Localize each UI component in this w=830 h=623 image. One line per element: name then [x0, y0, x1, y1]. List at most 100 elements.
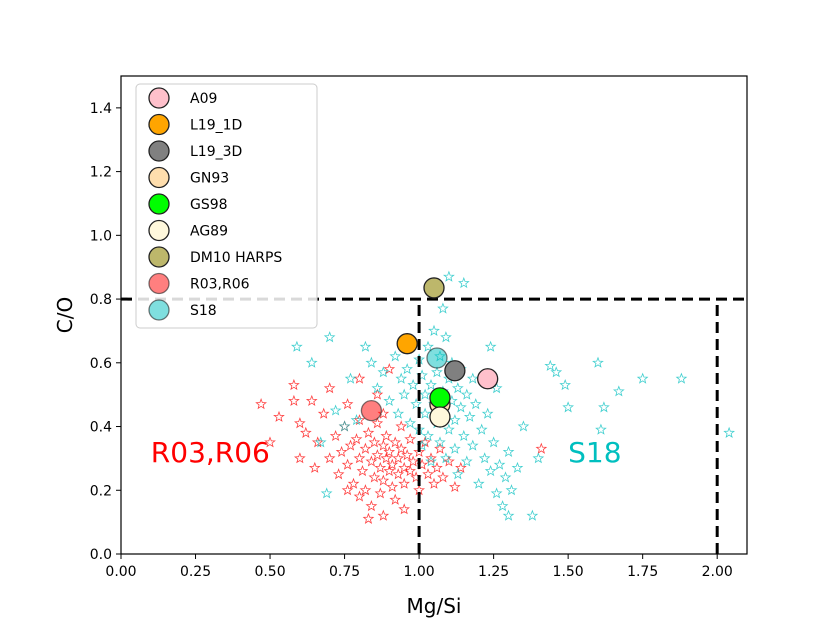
s18-stars-point	[460, 455, 473, 467]
s18-stars-point	[463, 410, 476, 422]
r03-r06-stars-point	[368, 436, 381, 448]
s18-stars-point	[434, 436, 446, 448]
s18-stars-point	[425, 455, 437, 467]
s18-stars-point	[422, 340, 434, 352]
r03-r06-stars-point	[294, 417, 306, 429]
r03-r06-stars-point	[374, 487, 387, 499]
s18-stars-point	[613, 385, 625, 397]
r03-r06-stars-point	[264, 436, 276, 448]
s18-stars-point	[532, 452, 545, 464]
s18-stars-point	[449, 442, 461, 454]
r03-r06-stars-point	[347, 477, 360, 489]
l19-1d-marker	[396, 333, 418, 355]
s18-stars-point	[469, 398, 482, 410]
r03-r06-stars-point	[308, 461, 321, 473]
r03-r06-stars-point	[431, 461, 443, 473]
r03-r06-stars-point	[437, 471, 449, 483]
s18-stars-point	[344, 372, 357, 384]
ag89-marker	[429, 406, 451, 428]
s18-stars-point	[290, 340, 303, 352]
r03-r06-stars-point	[392, 468, 405, 480]
legend-marker-s18	[148, 299, 170, 321]
r03-r06-stars-point	[535, 442, 548, 454]
x-tick-label: 0.75	[329, 564, 360, 580]
legend-marker-gs98	[148, 193, 170, 215]
r03-r06-stars-point	[380, 429, 393, 442]
r03-r06-stars-point	[442, 455, 455, 467]
legend-label-r03-r06: R03,R06	[190, 277, 250, 293]
s18-stars-point	[452, 468, 464, 480]
r03-r06-stars-point	[350, 433, 363, 445]
s18-stars-point	[517, 420, 530, 432]
y-axis-label: C/O	[53, 297, 77, 333]
s18-stars-point	[383, 394, 396, 407]
r03-r06-stars-point	[389, 493, 402, 505]
r03-r06-stars-point	[353, 490, 366, 502]
s18-stars-point	[466, 372, 479, 384]
s18-stars-point	[455, 401, 467, 413]
legend-label-gn93: GN93	[190, 171, 229, 187]
r03-r06-stars-point	[413, 445, 425, 458]
r03-r06-stars-point	[371, 449, 384, 461]
r03-r06-stars-point	[365, 455, 378, 467]
legend-marker-ag89	[148, 219, 170, 242]
s18-stars-point	[723, 426, 735, 438]
r03-r06-stars-point	[323, 382, 336, 394]
y-tick-label: 1.4	[90, 101, 112, 117]
legend-marker-gn93	[148, 166, 170, 189]
r03-r06-stars-point	[365, 500, 378, 512]
r03-r06-stars-point	[398, 503, 410, 515]
r03-r06-stars-point	[407, 455, 420, 467]
legend-label-l19-1d: L19_1D	[190, 118, 242, 134]
r03-r06-stars-point	[425, 452, 437, 464]
r03-r06-stars-point	[273, 410, 285, 422]
legend-marker-a09	[148, 87, 170, 109]
s18-stars-point	[595, 423, 607, 435]
reference-markers	[360, 277, 499, 428]
s18-stars-point	[484, 340, 497, 352]
r03-r06-stars-point	[359, 484, 372, 496]
s18-stars-point	[392, 407, 405, 419]
legend-label-a09: A09	[190, 91, 217, 107]
x-tick-label: 0.50	[254, 564, 285, 580]
gs98-marker	[429, 387, 451, 409]
s18-stars-point	[425, 378, 437, 391]
r03-r06-stars-point	[288, 394, 300, 407]
y-tick-label: 0.4	[90, 420, 112, 436]
s18-stars-point	[448, 414, 461, 426]
r03-r06-stars-point	[288, 378, 300, 391]
r03-r06-stars-point	[419, 436, 431, 448]
r03-r06-stars-point	[377, 509, 390, 521]
x-axis-ticks: 0.00 0.25 0.50 0.75 1.00 1.25 1.50 1.75 2.00	[105, 554, 733, 580]
legend-label-l19-3d: L19_3D	[190, 144, 242, 160]
r03-r06-stars-point	[401, 449, 413, 461]
r03-r06-stars-point	[323, 452, 336, 464]
r03-r06-stars-point	[392, 452, 405, 464]
s18-star-points	[290, 270, 735, 521]
x-tick-label: 2.00	[702, 564, 733, 580]
s18-stars-point	[419, 407, 431, 419]
s18-stars-point	[451, 382, 464, 394]
r03-r06-stars-point	[398, 461, 410, 473]
x-tick-label: 1.00	[404, 564, 435, 580]
r03-r06-stars-point	[371, 417, 384, 429]
r03-r06-stars-point	[383, 464, 396, 477]
s18-stars-point	[458, 276, 470, 289]
r03-r06-stars-point	[448, 480, 461, 493]
s18-stars-point	[398, 388, 410, 400]
r03-r06-stars-point	[329, 429, 342, 442]
y-tick-label: 1.0	[90, 228, 112, 244]
r03-r06-marker	[360, 399, 383, 422]
s18-stars-point	[442, 270, 455, 282]
r03-r06-stars-point	[371, 388, 384, 400]
r03-r06-stars-point	[386, 480, 399, 493]
y-tick-label: 0.2	[90, 483, 112, 499]
legend-marker-dm10-harps	[148, 246, 170, 268]
s18-stars-point	[371, 382, 384, 394]
r03-r06-stars-point	[353, 372, 366, 384]
s18-stars-point	[460, 388, 473, 400]
r03-r06-stars-point	[434, 442, 446, 454]
s18-stars-point	[419, 388, 431, 400]
r03-r06-stars-point	[362, 426, 375, 438]
